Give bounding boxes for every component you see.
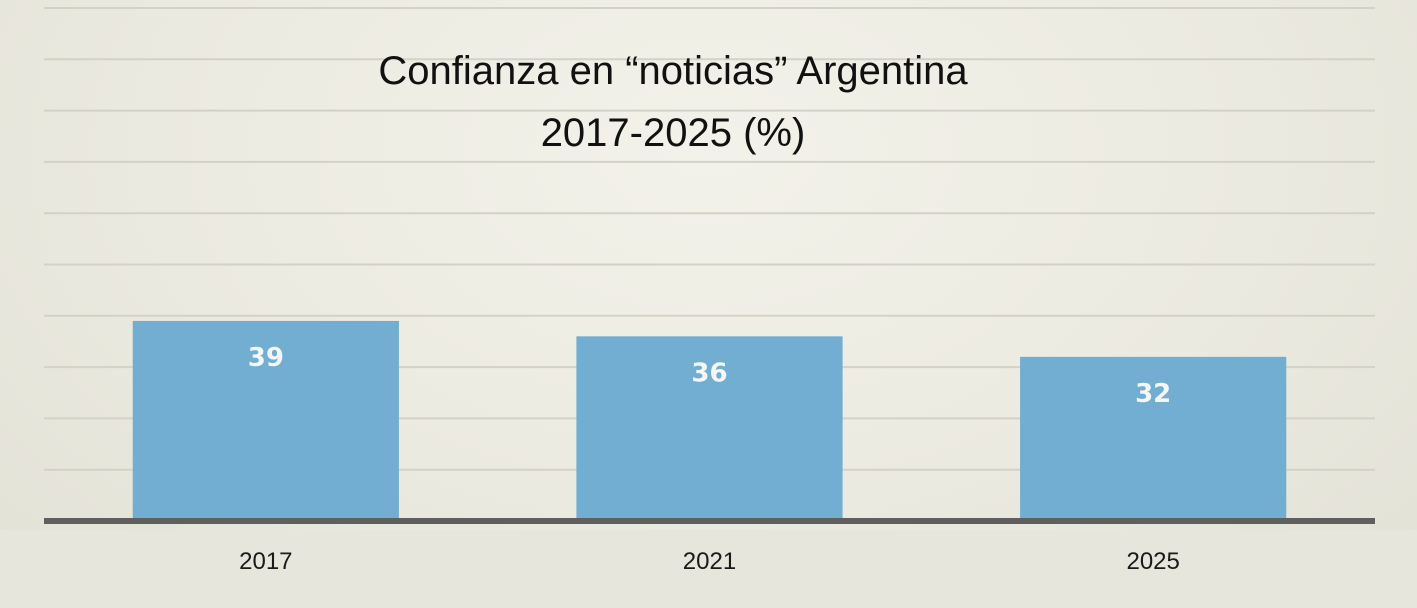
axis-band [0, 530, 1417, 608]
chart-title: Confianza en “noticias” Argentina [378, 49, 968, 93]
bars: 39 36 32 [132, 320, 1287, 521]
chart-subtitle: 2017-2025 (%) [541, 111, 806, 155]
bar-2017 [132, 320, 399, 521]
data-label-2025: 32 [1135, 379, 1171, 409]
x-tick-label-2021: 2021 [683, 548, 736, 575]
bar-2021 [576, 336, 843, 521]
data-label-2017: 39 [248, 343, 284, 373]
x-tick-label-2025: 2025 [1126, 548, 1179, 575]
data-label-2021: 36 [691, 358, 727, 388]
x-tick-label-2017: 2017 [239, 548, 292, 575]
x-axis-ticks: 2017 2021 2025 [239, 548, 1180, 575]
bar-2025 [1020, 356, 1287, 521]
